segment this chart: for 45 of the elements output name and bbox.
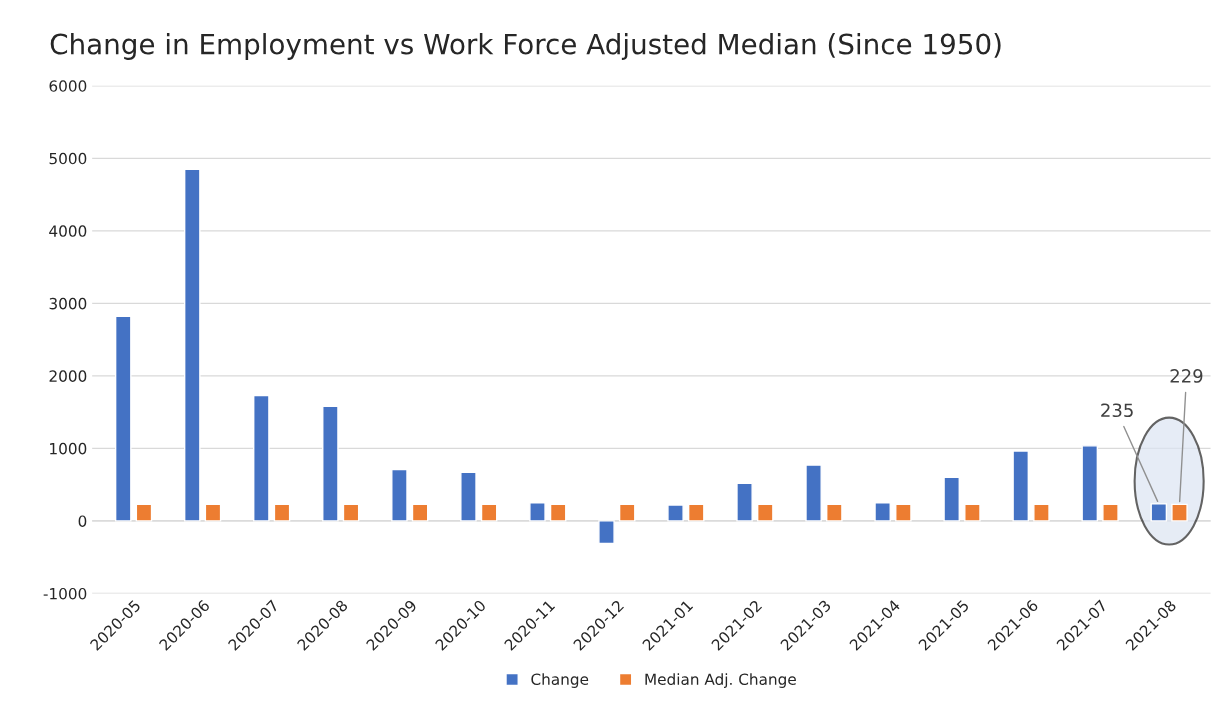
data-label: 229 [1170,369,1203,383]
y-tick-label: 1000 [50,442,87,455]
y-tick-label: -1000 [43,587,87,600]
bar [667,504,684,522]
bar [1081,445,1099,522]
bar [618,503,636,522]
bar [114,315,132,522]
bar [895,503,912,522]
bar [1150,503,1168,522]
bar [549,503,567,522]
y-tick-label: 3000 [49,297,87,310]
bar [253,394,270,522]
bar [460,471,477,522]
bar [1171,503,1188,522]
bar [480,503,498,522]
bar [135,503,153,522]
bar [411,503,429,522]
bar [391,468,408,522]
y-tick-label: 0 [78,515,87,527]
y-tick-label: 5000 [49,152,87,165]
bar [1102,503,1119,522]
bar [964,503,981,522]
bar [529,502,546,522]
legend-label: Change [531,673,589,688]
bar [687,503,705,522]
bar [943,476,960,522]
y-tick-label: 4000 [49,225,87,237]
bar [322,405,339,522]
legend-label: Median Adj. Change [645,673,796,688]
y-tick-label: 6000 [49,80,87,92]
bar [1012,450,1030,522]
chart-title: Change in Employment vs Work Force Adjusted Median (Since 1950) [50,33,1001,60]
bar [736,482,753,522]
y-tick-label: 2000 [49,370,87,382]
bar [826,503,843,522]
bar [273,503,291,522]
bar [805,464,822,522]
bar [1033,503,1050,522]
data-label: 235 [1101,403,1133,418]
bar [183,168,201,522]
bar [342,503,360,522]
bar [874,502,891,522]
bar [598,520,615,545]
bar [756,503,774,522]
bar [204,503,222,522]
